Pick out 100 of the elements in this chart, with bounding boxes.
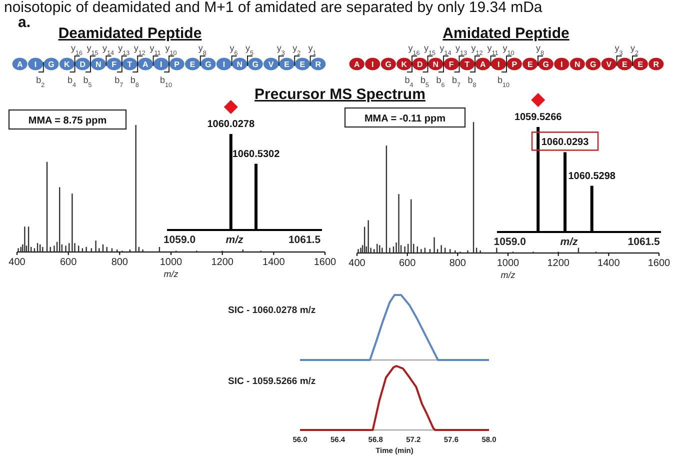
text: noisotopic of deamidated and M+1 of amidated are separated by only 19.34 mDa xyxy=(4,0,543,16)
x-tick-label: 1059.0 xyxy=(494,236,526,248)
category-label: K xyxy=(401,60,408,69)
x-axis-title: m/z xyxy=(500,270,516,280)
text: y$_{13}$ xyxy=(118,43,130,56)
text: y$_{6}$ xyxy=(230,43,238,56)
category-label: I xyxy=(560,60,563,69)
category-label: G xyxy=(385,60,392,69)
text: Deamidated Peptide xyxy=(58,25,202,42)
category-label: D xyxy=(80,60,86,69)
category-label: G xyxy=(590,60,596,69)
text: y$_{11}$ xyxy=(487,43,499,56)
x-tick-label: 1600 xyxy=(314,257,337,268)
text: b$_{5}$ xyxy=(83,75,92,88)
x-tick-label: 1000 xyxy=(496,258,520,269)
text: b$_{2}$ xyxy=(36,75,46,88)
category-label: T xyxy=(127,60,132,69)
x-tick-label: 1059.0 xyxy=(163,234,196,246)
text: b$_{4}$ xyxy=(68,75,77,88)
text: y$_{8}$ xyxy=(536,43,544,56)
annotation: MMA = -0.11 ppm xyxy=(364,114,446,124)
text: a. xyxy=(18,14,31,31)
text: b$_{6}$ xyxy=(436,75,446,88)
category-label: E xyxy=(190,60,196,69)
x-tick-label: 1000 xyxy=(160,257,183,268)
text: y$_{3}$ xyxy=(614,43,624,56)
category-label: A xyxy=(354,60,360,69)
text: b$_{10}$ xyxy=(497,75,510,88)
category-label: D xyxy=(416,60,423,69)
category-label: R xyxy=(315,60,322,69)
text: y$_{15}$ xyxy=(86,43,99,56)
category-label: I xyxy=(498,60,500,69)
text: b$_{5}$ xyxy=(420,75,430,88)
text: y$_{1}$ xyxy=(308,43,317,56)
annotation: 1060.5302 xyxy=(232,148,280,160)
x-tick-label: 1200 xyxy=(547,258,570,269)
text: b$_{7}$ xyxy=(452,75,461,88)
annotation: 1060.0293 xyxy=(541,137,590,148)
text: y$_{2}$ xyxy=(292,43,302,56)
category-label: R xyxy=(653,60,660,69)
category-label: E xyxy=(638,60,644,69)
text: Amidated Peptide xyxy=(442,25,570,42)
category-label: A xyxy=(16,60,23,69)
x-axis-title: m/z xyxy=(164,269,179,279)
category-label: K xyxy=(64,60,70,69)
text: y$_{16}$ xyxy=(408,43,420,56)
category-label: G xyxy=(252,60,258,69)
category-label: V xyxy=(606,60,612,69)
category-label: N xyxy=(236,60,243,69)
x-axis-title: m/z xyxy=(226,234,244,246)
category-label: E xyxy=(622,60,628,69)
category-label: N xyxy=(95,60,102,69)
x-tick-label: 1400 xyxy=(262,257,286,268)
text: y$_{15}$ xyxy=(424,43,436,56)
category-label: N xyxy=(574,60,580,69)
category-label: I xyxy=(34,60,37,69)
category-label: I xyxy=(372,60,374,69)
x-tick-label: 400 xyxy=(8,257,26,268)
category-label: P xyxy=(512,60,518,69)
x-tick-label: 1400 xyxy=(598,258,620,269)
x-axis-title: m/z xyxy=(560,236,578,248)
category-label: P xyxy=(174,60,180,69)
text: b$_{8}$ xyxy=(130,75,140,88)
category-label: G xyxy=(48,60,54,69)
text: y$_{12}$ xyxy=(134,43,146,56)
text: y$_{10}$ xyxy=(502,43,515,56)
category-label: V xyxy=(268,60,274,69)
x-tick-label: 600 xyxy=(60,257,78,268)
category-label: A xyxy=(480,60,486,69)
category-label: E xyxy=(527,60,534,69)
text: y$_{14}$ xyxy=(440,43,452,56)
text: y$_{12}$ xyxy=(471,43,484,56)
x-tick-label: 1061.5 xyxy=(628,236,660,248)
text: y$_{10}$ xyxy=(165,43,178,56)
text: y$_{3}$ xyxy=(276,43,286,56)
category-label: F xyxy=(112,60,117,69)
category-label: N xyxy=(432,60,439,69)
category-label: T xyxy=(464,60,470,69)
x-tick-label: 800 xyxy=(111,257,128,268)
text: y$_{11}$ xyxy=(150,43,162,56)
category-label: I xyxy=(160,60,162,69)
annotation: 1060.5298 xyxy=(568,170,616,182)
text: b$_{4}$ xyxy=(404,75,414,88)
annotation: 1059.5266 xyxy=(514,112,562,123)
x-tick-label: 1600 xyxy=(648,258,671,269)
category-label: E xyxy=(284,60,290,69)
text: y$_{13}$ xyxy=(455,43,468,56)
category-label: A xyxy=(142,60,149,69)
text: y$_{14}$ xyxy=(102,43,114,56)
text: SIC - 1060.0278 m/z xyxy=(228,305,316,316)
x-tick-label: 600 xyxy=(398,258,416,269)
category-label: E xyxy=(300,60,306,69)
text: y$_{8}$ xyxy=(198,43,207,56)
category-label: I xyxy=(222,60,226,69)
text: y$_{5}$ xyxy=(245,43,254,56)
x-tick-label: 800 xyxy=(449,258,466,269)
category-label: F xyxy=(448,60,454,69)
text: Precursor MS Spectrum xyxy=(254,86,426,103)
annotation: 1060.0278 xyxy=(207,119,255,130)
x-tick-label: 1200 xyxy=(211,257,234,268)
